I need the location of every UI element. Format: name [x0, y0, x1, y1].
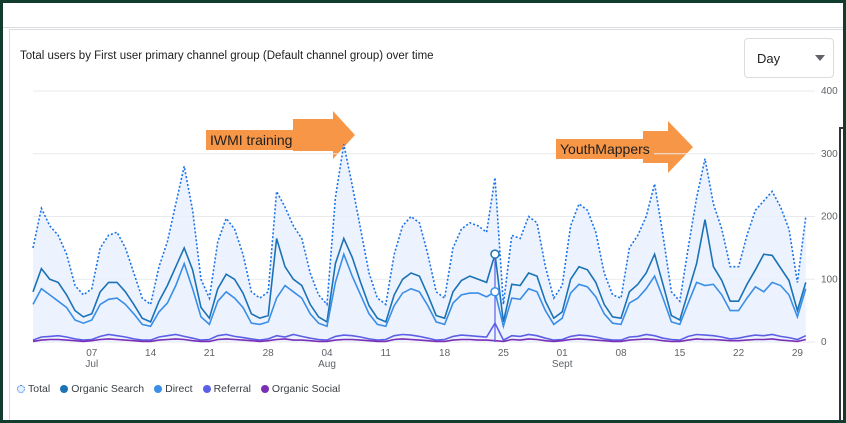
x-tick-label: 18: [439, 348, 451, 359]
legend-swatch: [260, 385, 269, 393]
x-tick-label: 04: [321, 348, 333, 359]
series-line: [32, 219, 807, 324]
series-line: [32, 338, 806, 343]
x-tick-label: 01: [557, 348, 569, 359]
series-line: [32, 251, 807, 330]
dropdown-label: Day: [757, 51, 781, 66]
y-tick-label: 200: [821, 212, 838, 223]
dropdown-arrow: [815, 55, 825, 61]
y-tick-label: 100: [821, 274, 838, 285]
granularity-dropdown[interactable]: Day: [744, 38, 834, 78]
legend-item[interactable]: Total: [17, 383, 50, 395]
annotation-arrow: [293, 111, 355, 159]
legend: Total Organic Search Direct Referral Organic…: [17, 383, 340, 395]
legend-label: Referral: [213, 383, 251, 395]
y-tick-label: 300: [821, 149, 838, 160]
x-tick-sublabel: Sept: [552, 359, 573, 370]
x-tick-label: 22: [733, 348, 745, 359]
series-line: [32, 321, 807, 342]
x-tick-label: 11: [381, 348, 392, 359]
series-line: [32, 144, 807, 307]
x-tick-label: 08: [615, 348, 627, 359]
top-bar: [3, 3, 843, 28]
x-tick-label: 28: [263, 348, 275, 359]
legend-label: Organic Social: [271, 383, 341, 395]
hover-point: [490, 249, 500, 259]
legend-swatch: [202, 385, 211, 393]
y-tick-label: 400: [821, 86, 838, 97]
legend-item[interactable]: Referral: [202, 383, 251, 395]
legend-swatch: [154, 385, 163, 393]
x-tick-label: 14: [145, 348, 157, 359]
x-tick-sublabel: Jul: [85, 359, 98, 370]
legend-swatch: [60, 385, 69, 393]
x-tick-label: 29: [792, 348, 804, 359]
legend-label: Total: [28, 383, 51, 395]
hover-point: [490, 287, 500, 297]
total-area: [33, 144, 806, 342]
legend-label: Organic Search: [71, 383, 145, 395]
legend-item[interactable]: Organic Social: [260, 383, 341, 395]
annotation-arrow: [643, 121, 693, 173]
annotation: YouthMappers: [556, 139, 654, 159]
x-tick-label: 07: [86, 348, 98, 359]
y-tick-label: 0: [821, 337, 827, 348]
x-tick-sublabel: Aug: [318, 359, 336, 370]
card-title: Total users by First user primary channe…: [20, 50, 434, 62]
card: Total users by First user primary channe…: [9, 29, 843, 420]
annotation: IWMI training: [206, 130, 297, 150]
x-tick-label: 21: [204, 348, 216, 359]
x-tick-label: 25: [498, 348, 510, 359]
legend-item[interactable]: Direct: [154, 383, 193, 395]
x-tick-label: 15: [674, 348, 686, 359]
legend-item[interactable]: Organic Search: [60, 383, 144, 395]
side-panel-edge: [839, 127, 843, 420]
legend-label: Direct: [165, 383, 193, 395]
legend-swatch: [17, 385, 25, 393]
